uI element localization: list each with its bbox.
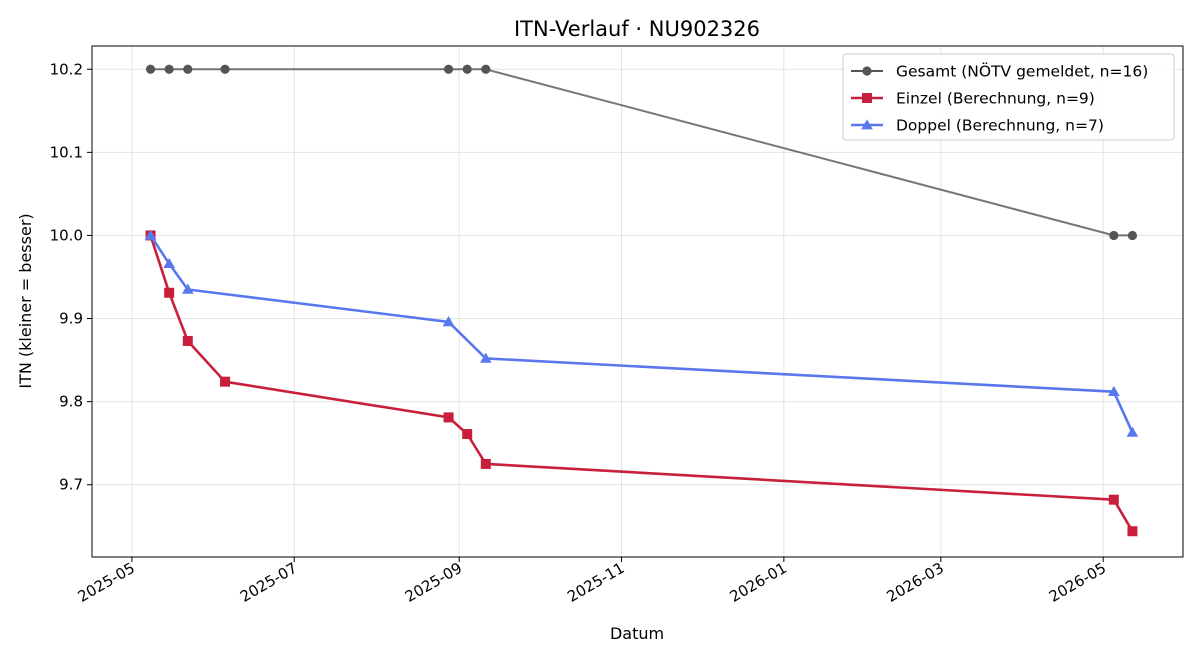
data-point	[164, 287, 175, 298]
data-point	[164, 64, 174, 74]
chart-title: ITN-Verlauf · NU902326	[514, 17, 760, 41]
legend-box	[842, 53, 1175, 141]
data-point	[182, 335, 193, 346]
data-point	[462, 64, 472, 74]
data-point	[443, 412, 454, 423]
legend-label: Gesamt (NÖTV gemeldet, n=16)	[896, 62, 1148, 81]
data-point	[1127, 526, 1138, 537]
y-tick-label: 9.9	[59, 310, 83, 328]
axes: 2025-05 2025-07 2025-09 2025-11 2026-01 2026-…	[50, 60, 1110, 606]
data-point	[462, 429, 473, 440]
legend: Gesamt (NÖTV gemeldet, n=16) Einzel (Bere…	[842, 53, 1175, 141]
y-tick-label: 10.0	[50, 226, 83, 244]
data-point	[163, 257, 175, 269]
x-tick-label: 2025-05	[75, 559, 138, 606]
x-tick-label: 2025-07	[237, 559, 300, 606]
y-axis-title: ITN (kleiner = besser)	[16, 213, 35, 388]
data-point	[145, 64, 156, 74]
data-point	[144, 229, 157, 240]
legend-label: Doppel (Berechnung, n=7)	[896, 117, 1104, 135]
data-point	[481, 64, 491, 74]
data-point	[480, 352, 492, 363]
x-tick-label: 2025-11	[564, 559, 627, 606]
data-point	[1127, 230, 1138, 241]
x-axis-title: Datum	[610, 624, 664, 643]
x-tick-label: 2026-01	[727, 559, 790, 606]
plot-area-frame	[91, 45, 1184, 558]
series-group	[144, 64, 1139, 537]
y-tick-label: 9.7	[59, 476, 83, 494]
series-line	[149, 234, 1134, 433]
y-tick-label: 10.2	[50, 60, 83, 78]
series-2	[144, 229, 1139, 437]
data-point	[480, 458, 491, 469]
x-tick-label: 2025-09	[402, 559, 465, 606]
data-point	[220, 64, 230, 74]
data-point	[442, 316, 455, 327]
legend-label: Einzel (Berechnung, n=9)	[896, 90, 1095, 108]
data-point	[1108, 385, 1120, 397]
data-point	[181, 283, 194, 294]
data-point	[1126, 426, 1139, 437]
x-tick-label: 2026-05	[1046, 559, 1109, 606]
data-point	[443, 64, 454, 74]
legend-swatch-marker	[861, 119, 873, 130]
y-tick-label: 10.1	[50, 143, 83, 161]
data-point	[1109, 230, 1119, 241]
x-tick-label: 2026-03	[884, 559, 947, 606]
legend-swatch-marker	[862, 66, 872, 76]
y-tick-label: 9.8	[59, 393, 83, 411]
data-point	[1108, 494, 1119, 505]
data-point	[183, 64, 193, 74]
legend-swatch-marker	[862, 93, 872, 103]
data-point	[220, 376, 231, 387]
series-0	[145, 64, 1138, 241]
series-line	[149, 234, 1134, 532]
